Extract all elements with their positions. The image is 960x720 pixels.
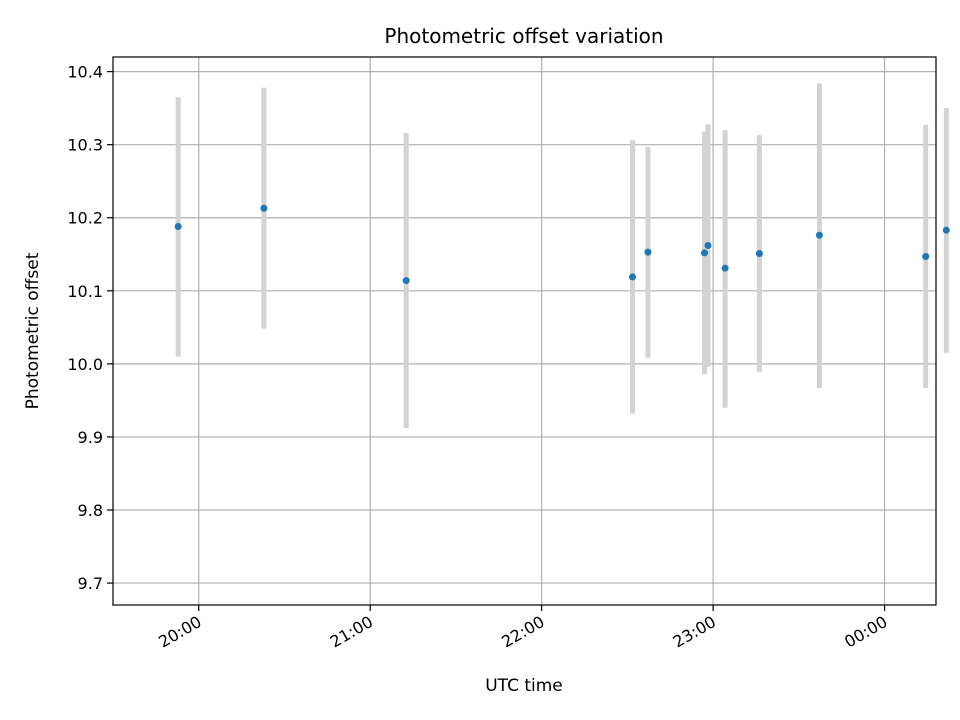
y-tick-label: 10.2 xyxy=(67,209,103,228)
plot-frame xyxy=(112,56,937,606)
y-tick-label: 10.0 xyxy=(67,355,103,374)
data-point xyxy=(260,204,268,212)
grid xyxy=(113,57,936,605)
data-point xyxy=(815,231,823,239)
y-tick-label: 9.8 xyxy=(78,501,103,520)
data-point xyxy=(942,226,950,234)
data-point xyxy=(721,264,729,272)
y-tick-label: 10.1 xyxy=(67,282,103,301)
y-tick-label: 9.9 xyxy=(78,428,103,447)
data-point xyxy=(922,252,930,260)
data-point xyxy=(174,223,182,231)
data-point xyxy=(402,277,410,285)
y-tick-label: 10.3 xyxy=(67,136,103,155)
y-tick-label: 9.7 xyxy=(78,574,103,593)
data-point xyxy=(629,273,637,281)
data-points xyxy=(174,204,950,285)
y-axis-label: Photometric offset xyxy=(23,252,43,409)
data-point xyxy=(755,250,763,258)
data-point xyxy=(644,248,652,256)
data-point xyxy=(701,249,709,257)
data-point xyxy=(704,242,712,250)
x-axis-label: UTC time xyxy=(485,676,563,696)
y-axis: 9.7 9.8 9.9 10.0 10.1 10.2 10.3 10.4 xyxy=(67,63,113,593)
chart-title: Photometric offset variation xyxy=(384,24,663,48)
y-tick-label: 10.4 xyxy=(67,63,103,82)
